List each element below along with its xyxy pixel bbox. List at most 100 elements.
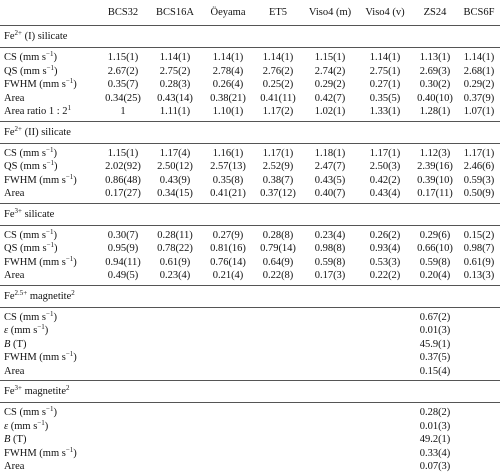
value-cell: 0.66(10) [417,243,453,254]
text-segment: FWHM (mm s [4,447,66,459]
data-row: CS (mm s−1) 0.28(2) [0,403,500,420]
value-cell [302,403,358,420]
text-segment: ε [4,325,9,336]
value-cell: 0.29(2) [463,79,495,90]
row-label: QS (mm s−1) [0,63,98,79]
value-cell: 0.43(14) [157,92,193,104]
value-cell: 0.22(2) [369,270,401,281]
value-cell [458,324,500,338]
value-cell [302,447,358,461]
text-segment: (I) silicate [21,31,68,42]
value-cell: 1.14(1) [212,52,244,63]
value-cell [98,365,148,381]
text-segment: ) [44,325,49,336]
value-cell: 1.33(1) [369,106,401,117]
text-segment: ) [44,420,49,432]
value-cell [202,460,254,476]
value-cell [254,307,302,324]
value-cell: 0.94(11) [105,256,141,268]
text-segment: FWHM (mm s [4,79,66,90]
text-segment: −1 [46,50,54,58]
value-cell: 0.67(2) [419,311,451,323]
data-row: ε (mm s−1) 0.01(3) [0,419,500,434]
data-row: B (T) 49.2(1) [0,433,500,447]
value-cell [202,403,254,420]
section-title-row: Fe2+ (II) silicate [0,120,500,144]
value-cell [458,433,500,447]
value-cell [458,307,500,324]
value-cell [254,324,302,338]
value-cell [148,338,202,352]
text-segment: −1 [46,227,54,236]
value-cell [202,338,254,352]
value-cell: 1.12(3) [419,147,451,159]
value-cell [254,460,302,476]
value-cell: 2.50(12) [157,161,193,172]
text-segment: −1 [46,309,54,318]
text-segment: ) [53,52,57,63]
value-cell: 1.14(1) [463,52,495,63]
value-cell: 0.28(2) [419,407,451,418]
value-cell: 0.39(10) [417,174,453,186]
value-cell [302,433,358,447]
value-cell: 2.47(7) [314,161,346,172]
value-cell [148,307,202,324]
section-title: Fe2+ (II) silicate [0,120,500,144]
value-cell: 0.43(9) [159,174,191,186]
row-label: FWHM (mm s−1) [0,78,98,92]
text-segment: B [4,434,11,445]
text-segment: −1 [37,323,45,331]
text-segment: QS (mm s [4,243,47,254]
value-cell: 2.39(16) [417,161,453,172]
value-cell [148,447,202,461]
section-title-row: Fe2+ (I) silicate [0,25,500,48]
text-segment: −1 [46,159,55,167]
value-cell [202,351,254,365]
data-row: CS (mm s−1) 1.15(1) 1.14(1) 1.14(1) 1.14(1) 1… [0,48,500,65]
value-cell [254,403,302,420]
column-header: BCS16A [148,0,202,26]
text-segment: −1 [46,63,55,72]
text-segment: Area ratio 1 : 2 [4,106,68,117]
value-cell: 2.02(92) [105,161,141,172]
value-cell: 0.26(4) [212,79,244,90]
text-segment: ) [73,352,77,363]
text-segment: ) [73,256,77,268]
value-cell [302,365,358,381]
text-segment: ) [73,447,77,459]
row-label: Area [0,92,98,106]
value-cell [202,420,254,434]
text-segment: −1 [65,254,74,263]
section-title: Fe2+ (I) silicate [0,25,500,48]
value-cell: 0.59(3) [463,174,495,186]
value-cell: 0.37(9) [463,92,495,104]
value-cell [358,403,412,420]
text-segment: 1 [67,104,72,112]
column-header: Öeyama [202,0,254,26]
data-row: Area ratio 1 : 21 1 1.11(1) 1.10(1) 1.17(2) 1… [0,105,500,121]
text-segment: Area [4,270,25,281]
value-cell: 0.53(3) [369,256,401,268]
text-segment: (II) silicate [21,126,71,138]
text-segment: ) [54,65,58,77]
value-cell [358,420,412,434]
value-cell: 0.01(3) [419,420,451,432]
data-row: FWHM (mm s−1) 0.86(48) 0.43(9) 0.35(8) 0.38(… [0,172,500,188]
header-cell [0,0,98,26]
text-segment: CS (mm s [4,52,47,63]
value-cell [458,403,500,420]
text-segment: magnetite [21,386,66,397]
column-header: ZS24 [412,0,458,26]
value-cell [148,403,202,420]
column-header: ET5 [254,0,302,26]
value-cell: 0.41(11) [260,92,296,104]
value-cell [302,338,358,352]
data-row: FWHM (mm s−1) 0.35(7) 0.28(3) 0.26(4) 0.25(2… [0,78,500,92]
row-label: CS (mm s−1) [0,225,98,242]
value-cell [358,351,412,365]
text-segment: 2 [71,288,75,297]
row-label: FWHM (mm s−1) [0,172,98,188]
text-segment: −1 [65,172,74,181]
value-cell [254,351,302,365]
